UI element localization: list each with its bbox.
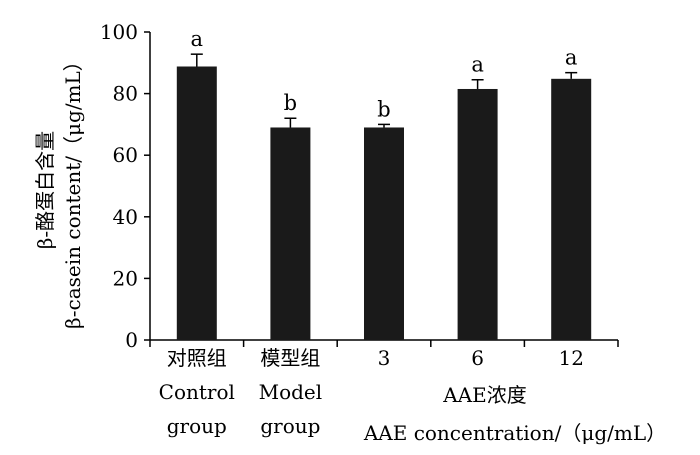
y-tick-label: 100 [100,20,138,44]
x-tick-label: 6 [471,346,484,370]
y-axis-title: β-酪蛋白含量 β-casein content/（μg/mL） [33,51,85,329]
significance-label: b [284,91,297,115]
bar [364,127,404,340]
significance-label: a [565,46,578,70]
x-tick-label: 3 [378,346,391,370]
bar [270,127,311,340]
x-tick-label: 模型组 Model group [259,346,323,438]
bar [457,88,498,340]
y-tick-label: 0 [125,328,138,352]
x-tick-label: 12 [558,346,583,370]
bar [551,78,592,340]
x-tick-label: 对照组 Control group [159,346,235,438]
significance-label: b [377,97,390,121]
x-axis-group-title: AAE浓度 AAE concentration/（μg/mL） [363,383,666,445]
plot-area: 0 20 40 60 80 100 a 对照组 Control group b 模型组 Model gro… [100,20,619,438]
x-axis-group-title-line1: AAE浓度 [442,383,527,407]
significance-label: a [471,53,484,77]
y-axis-title-line2: β-casein content/（μg/mL） [61,51,85,329]
y-axis-title-line1: β-酪蛋白含量 [33,131,57,249]
y-tick-label: 80 [113,82,138,106]
x-axis-group-title-line2: AAE concentration/（μg/mL） [363,421,666,445]
y-tick-label: 40 [113,205,138,229]
significance-label: a [191,27,204,51]
y-tick-label: 20 [113,266,138,290]
bar [176,66,217,340]
y-tick-label: 60 [113,143,138,167]
